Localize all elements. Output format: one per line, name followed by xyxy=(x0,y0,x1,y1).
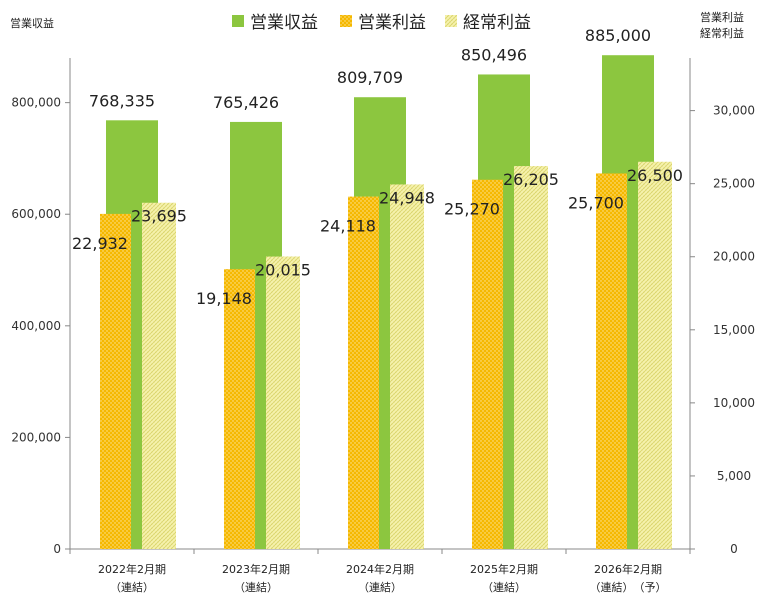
data-label-ordinary-profit: 26,500 xyxy=(627,166,683,185)
legend-label-sales: 営業収益 xyxy=(250,13,318,33)
legend-label-operating: 営業利益 xyxy=(358,13,426,33)
data-label-ordinary-profit: 26,205 xyxy=(503,170,559,189)
data-label-sales: 768,335 xyxy=(89,91,155,110)
x-tick-label: （連結） xyxy=(234,580,278,594)
data-label-operating-profit: 22,932 xyxy=(72,234,128,253)
y-right-tick-label: 5,000 xyxy=(717,469,751,483)
bar-ordinary-profit xyxy=(142,202,176,549)
bar-operating-profit xyxy=(100,213,131,549)
legend-swatch-sales xyxy=(232,15,244,27)
data-label-sales: 885,000 xyxy=(585,26,651,45)
y-right-tick-label: 0 xyxy=(730,542,738,556)
x-tick-label: （連結） xyxy=(358,580,402,594)
data-label-sales: 809,709 xyxy=(337,68,403,87)
x-tick-label: 2023年2月期 xyxy=(222,562,290,576)
x-tick-label: （連結） xyxy=(110,580,154,594)
legend-label-ordinary: 経常利益 xyxy=(463,13,531,33)
data-label-ordinary-profit: 23,695 xyxy=(131,207,187,226)
y-right-tick-label: 10,000 xyxy=(713,396,755,410)
bar-operating-profit xyxy=(596,173,627,549)
x-tick-label: 2024年2月期 xyxy=(346,562,414,576)
bar-ordinary-profit xyxy=(514,166,548,549)
y-right-tick-label: 30,000 xyxy=(713,104,755,118)
data-label-sales: 850,496 xyxy=(461,45,527,64)
legend: 営業収益 営業利益 経常利益 xyxy=(232,13,531,33)
x-tick-label: （連結） xyxy=(482,580,526,594)
y-right-tick-label: 15,000 xyxy=(713,323,755,337)
x-tick-label: 2022年2月期 xyxy=(98,562,166,576)
y-right-axis-title-line1: 営業利益 xyxy=(700,10,744,24)
y-left-tick-label: 0 xyxy=(53,542,61,556)
bar-operating-profit xyxy=(348,196,379,549)
data-label-ordinary-profit: 20,015 xyxy=(255,261,311,280)
x-tick-label: 2025年2月期 xyxy=(470,562,538,576)
bar-ordinary-profit xyxy=(638,161,672,549)
x-tick-label: 2026年2月期 xyxy=(594,562,662,576)
data-label-ordinary-profit: 24,948 xyxy=(379,188,435,207)
y-right-axis-title-line2: 経常利益 xyxy=(700,26,744,40)
x-tick-label: （連結） （予） xyxy=(590,580,667,594)
y-left-tick-label: 400,000 xyxy=(11,319,61,333)
y-left-axis-title: 営業収益 xyxy=(10,16,54,30)
legend-swatch-operating xyxy=(340,15,352,27)
y-left-tick-label: 800,000 xyxy=(11,96,61,110)
data-label-operating-profit: 19,148 xyxy=(196,289,252,308)
y-left-tick-label: 200,000 xyxy=(11,430,61,444)
bar-ordinary-profit xyxy=(390,184,424,549)
y-right-tick-label: 20,000 xyxy=(713,250,755,264)
legend-swatch-ordinary xyxy=(445,15,457,27)
data-label-operating-profit: 25,270 xyxy=(444,200,500,219)
data-label-operating-profit: 24,118 xyxy=(320,217,376,236)
data-label-operating-profit: 25,700 xyxy=(568,193,624,212)
y-left-tick-label: 600,000 xyxy=(11,207,61,221)
bar-operating-profit xyxy=(224,269,255,549)
data-label-sales: 765,426 xyxy=(213,93,279,112)
bar-ordinary-profit xyxy=(266,256,300,549)
y-right-tick-label: 25,000 xyxy=(713,177,755,191)
plot-area: 0 200,000 400,000 600,000 800,000 0 5,000 10,00… xyxy=(11,26,755,594)
bar-operating-profit xyxy=(472,179,503,549)
